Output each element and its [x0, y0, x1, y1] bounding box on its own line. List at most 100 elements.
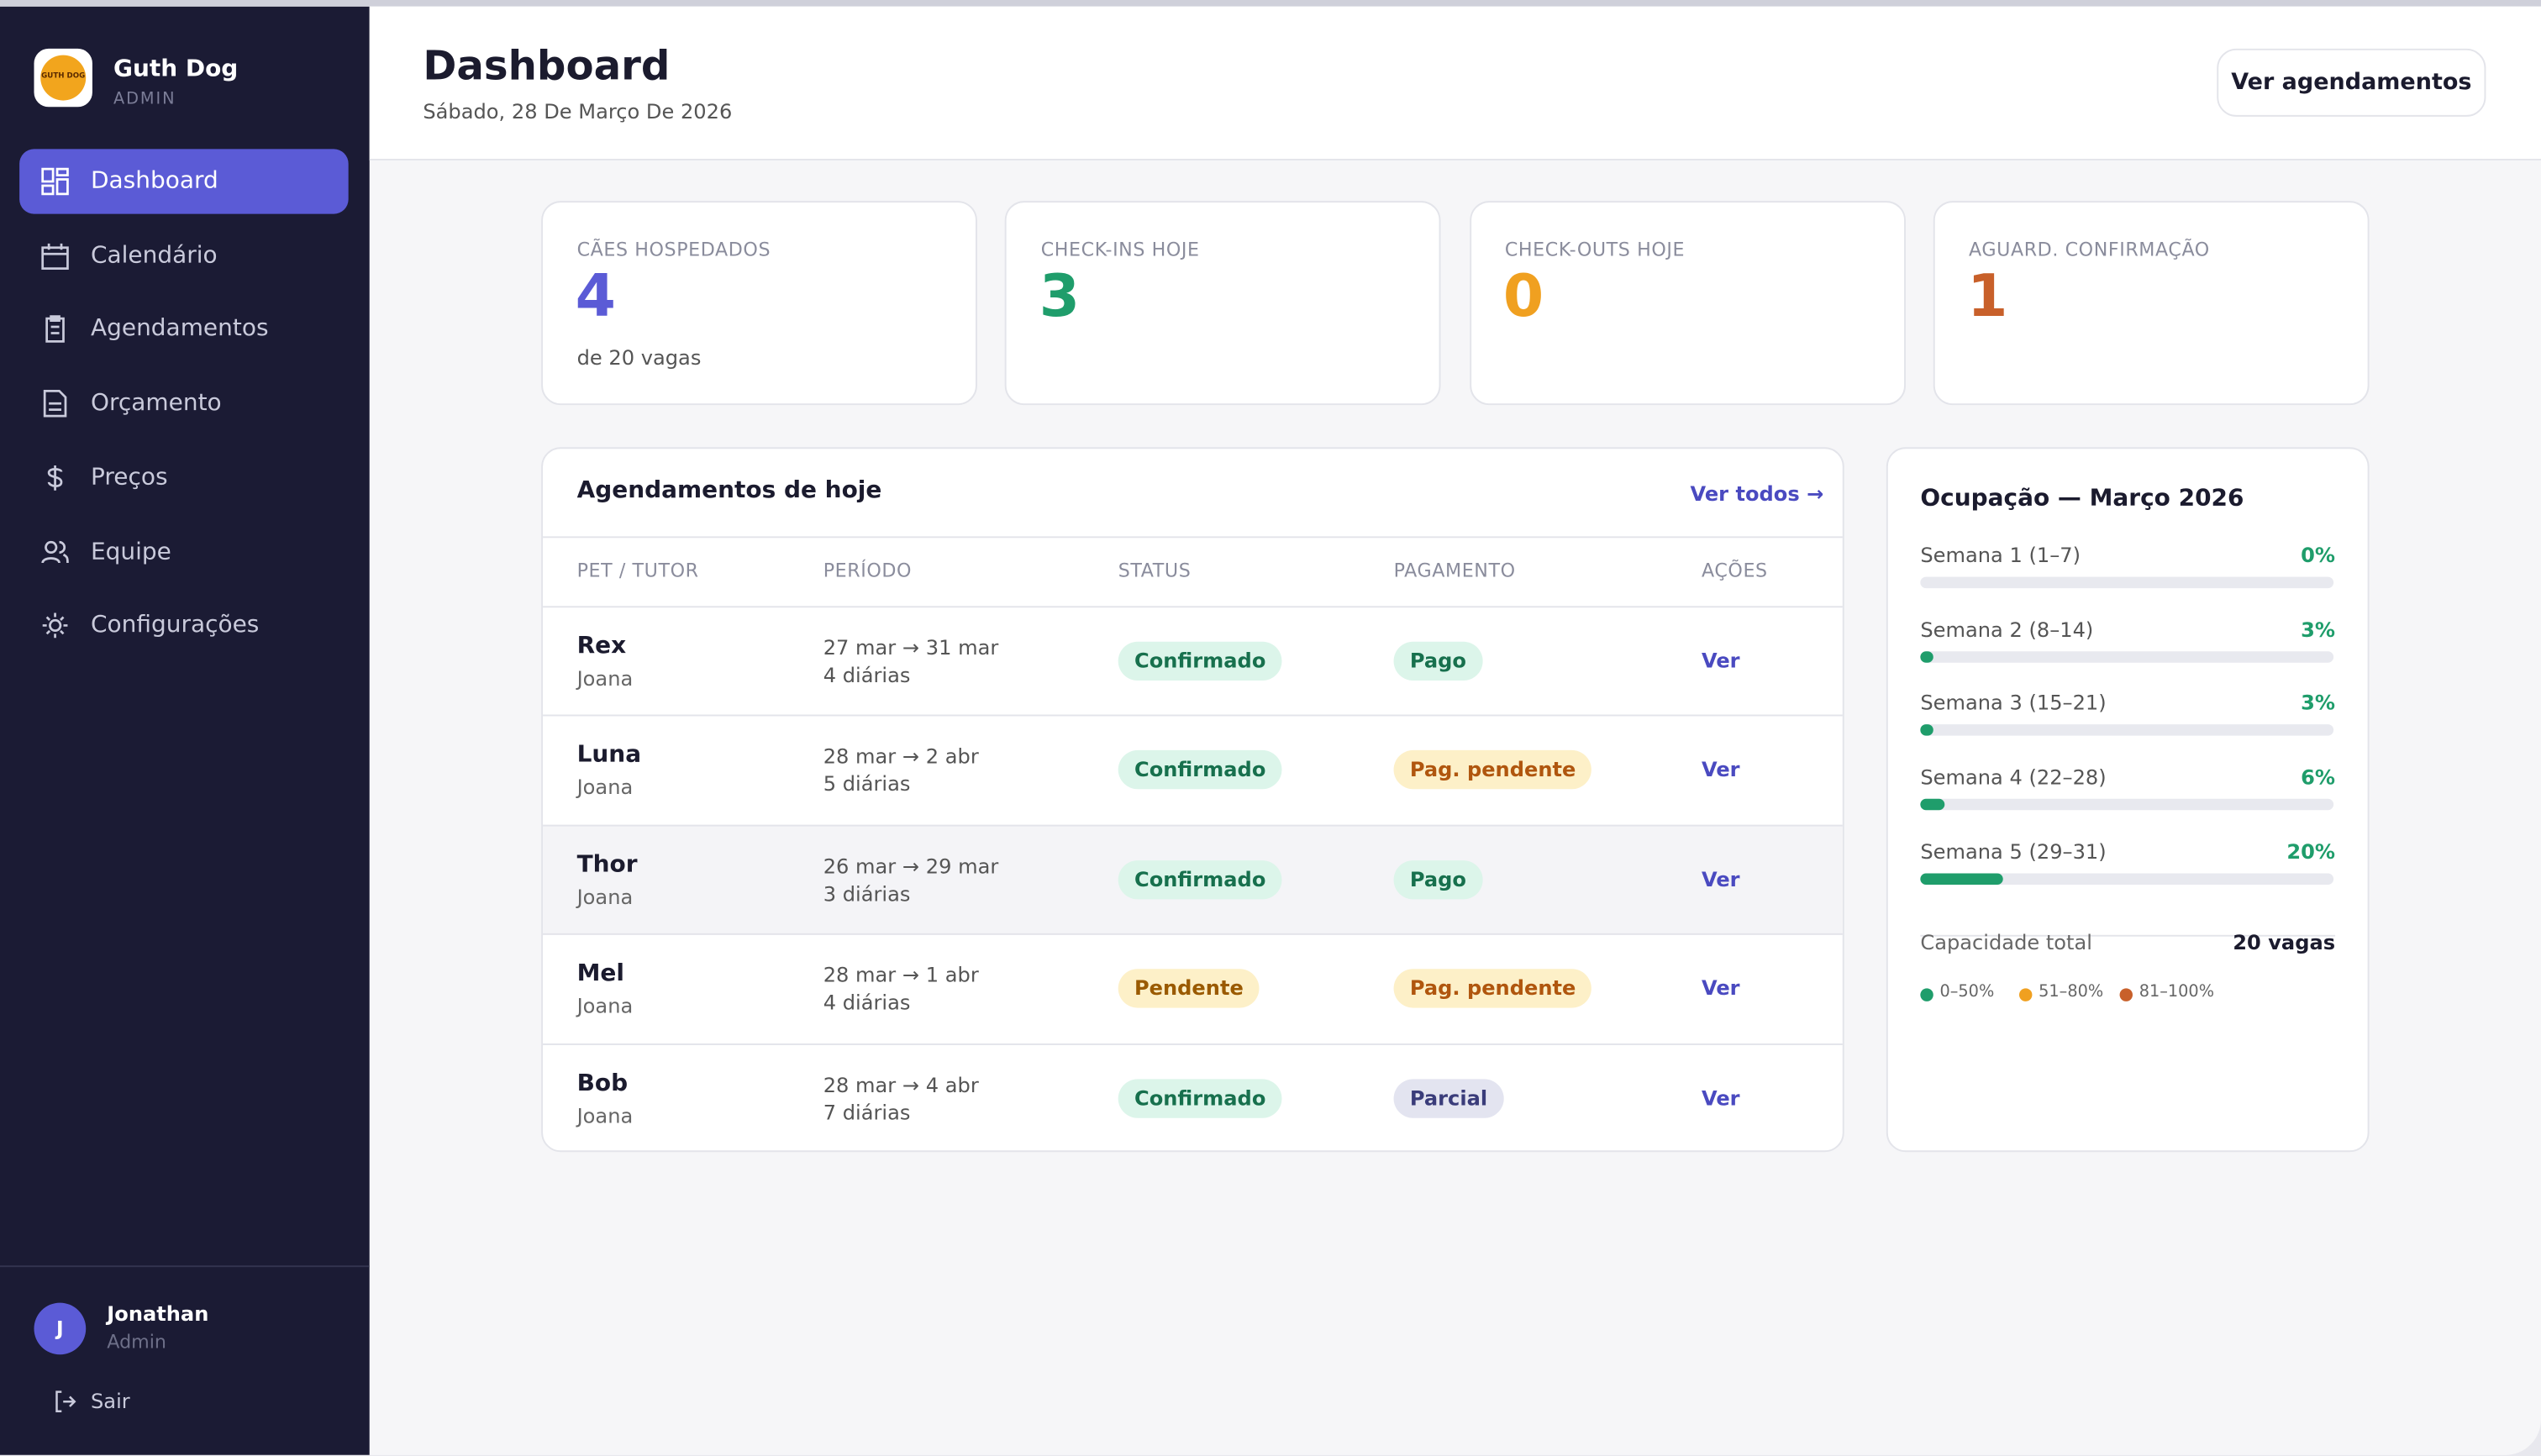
stat-card: CHECK-OUTS HOJE 0: [1469, 201, 1906, 406]
nav-label: Equipe: [90, 539, 171, 565]
nav-label: Orçamento: [90, 390, 222, 417]
table-row: Rex Joana 27 mar → 31 mar 4 diárias Confirma…: [543, 606, 1843, 716]
tutor: Joana: [576, 884, 634, 909]
stat-label: CÃES HOSPEDADOS: [576, 238, 771, 261]
week-label: Semana 2 (8–14): [1920, 617, 2094, 642]
view-link[interactable]: Ver: [1701, 648, 1740, 673]
nav-item[interactable]: Dashboard: [19, 149, 349, 214]
week-label: Semana 5 (29–31): [1920, 838, 2107, 864]
user-name: Jonathan: [107, 1301, 209, 1326]
week-percent: 0%: [2301, 543, 2336, 567]
payment-badge: Pago: [1393, 641, 1483, 681]
pet-name: Rex: [576, 633, 627, 660]
view-link[interactable]: Ver: [1701, 1085, 1740, 1110]
tutor: Joana: [576, 775, 634, 800]
pet-name: Bob: [576, 1070, 629, 1096]
nav-item[interactable]: Configurações: [19, 593, 348, 658]
nav-item[interactable]: Calendário: [19, 223, 348, 288]
stat-value: 3: [1039, 264, 1081, 331]
period: 28 mar → 2 abr: [823, 744, 979, 769]
user-role: Admin: [107, 1330, 166, 1354]
nav-item[interactable]: Orçamento: [19, 371, 348, 436]
view-link[interactable]: Ver: [1701, 866, 1740, 891]
payment-badge: Pag. pendente: [1393, 969, 1592, 1008]
divider: [1920, 934, 2336, 937]
table-row: Mel Joana 28 mar → 1 abr 4 diárias Pendente P…: [543, 933, 1843, 1043]
week-label: Semana 1 (1–7): [1920, 543, 2081, 567]
nav-label: Agendamentos: [90, 316, 269, 343]
nav-label: Preços: [90, 465, 168, 491]
nav-icon: [42, 612, 68, 639]
column-header: AÇÕES: [1701, 559, 1768, 582]
bar-track: [1920, 576, 2334, 589]
status-badge: Confirmado: [1118, 1078, 1282, 1117]
bar: [1920, 650, 1933, 663]
table-link[interactable]: Ver todos →: [1690, 481, 1824, 506]
week-percent: 3%: [2301, 691, 2336, 716]
tutor: Joana: [576, 993, 634, 1018]
stat-card: AGUARD. CONFIRMAÇÃO 1: [1933, 201, 2370, 406]
status-badge: Confirmado: [1118, 641, 1282, 681]
stat-sub: de 20 vagas: [576, 344, 702, 370]
legend-dot: [1920, 988, 1933, 1001]
logout[interactable]: Sair: [90, 1388, 130, 1413]
nights: 4 diárias: [823, 662, 911, 687]
period: 28 mar → 4 abr: [823, 1071, 979, 1096]
nights: 5 diárias: [823, 771, 911, 796]
pet-name: Mel: [576, 961, 624, 987]
nav-icon: [47, 465, 63, 491]
nav-icon: [41, 243, 69, 270]
nav-icon: [43, 390, 67, 418]
bar-track: [1920, 798, 2334, 811]
status-badge: Confirmado: [1118, 750, 1282, 790]
period: 26 mar → 29 mar: [823, 853, 999, 878]
divider: [543, 536, 1843, 539]
view-link[interactable]: Ver: [1701, 757, 1740, 782]
column-header: PAGAMENTO: [1393, 559, 1516, 582]
stat-card: CHECK-INS HOJE 3: [1005, 201, 1442, 406]
week-percent: 3%: [2301, 617, 2336, 642]
logo: GUTH DOG: [34, 48, 92, 108]
legend-label: 0–50%: [1939, 983, 1995, 1001]
nav-icon: [41, 167, 69, 196]
legend-label: 51–80%: [2039, 983, 2104, 1001]
tutor: Joana: [576, 1102, 634, 1127]
stat-card: CÃES HOSPEDADOS 4 de 20 vagas: [541, 201, 977, 406]
table-row: Thor Joana 26 mar → 29 mar 3 diárias Confirm…: [543, 824, 1843, 935]
nav-label: Dashboard: [90, 168, 218, 195]
nav-icon: [41, 539, 69, 563]
occupancy-title: Ocupação — Março 2026: [1920, 486, 2244, 512]
pet-name: Thor: [576, 852, 638, 878]
stat-label: AGUARD. CONFIRMAÇÃO: [1969, 238, 2210, 261]
header-button[interactable]: Ver agendamentos: [2217, 48, 2486, 117]
nav-label: Configurações: [90, 612, 260, 639]
nav-item[interactable]: Preços: [19, 445, 348, 510]
week-label: Semana 4 (22–28): [1920, 765, 2107, 790]
table-row: Bob Joana 28 mar → 4 abr 7 diárias Confirmad…: [543, 1043, 1843, 1153]
stat-value: 4: [575, 264, 616, 331]
legend-dot: [2018, 988, 2033, 1001]
occupancy-card: Ocupação — Março 2026 Capacidade total 2…: [1886, 447, 2370, 1153]
stat-label: CHECK-INS HOJE: [1040, 238, 1200, 261]
bar-track: [1920, 650, 2334, 663]
bar: [1920, 873, 2003, 885]
bar-track: [1920, 724, 2334, 737]
table-title: Agendamentos de hoje: [576, 477, 882, 504]
view-link[interactable]: Ver: [1701, 975, 1740, 1001]
stat-value: 1: [1967, 264, 2008, 331]
column-header: PERÍODO: [823, 559, 913, 582]
stat-label: CHECK-OUTS HOJE: [1504, 238, 1686, 261]
nav-icon: [45, 316, 65, 344]
legend-label: 81–100%: [2139, 983, 2215, 1001]
pet-name: Luna: [576, 743, 642, 769]
divider: [0, 1265, 370, 1268]
column-header: PET / TUTOR: [576, 559, 699, 582]
week-percent: 6%: [2301, 765, 2336, 790]
nav-item[interactable]: Agendamentos: [19, 297, 348, 362]
bar: [1920, 724, 1933, 737]
nav-item[interactable]: Equipe: [19, 519, 348, 584]
role: ADMIN: [113, 90, 176, 109]
header: Dashboard Sábado, 28 De Março De 2026 Ve…: [369, 6, 2541, 160]
page-title: Dashboard: [423, 42, 671, 90]
